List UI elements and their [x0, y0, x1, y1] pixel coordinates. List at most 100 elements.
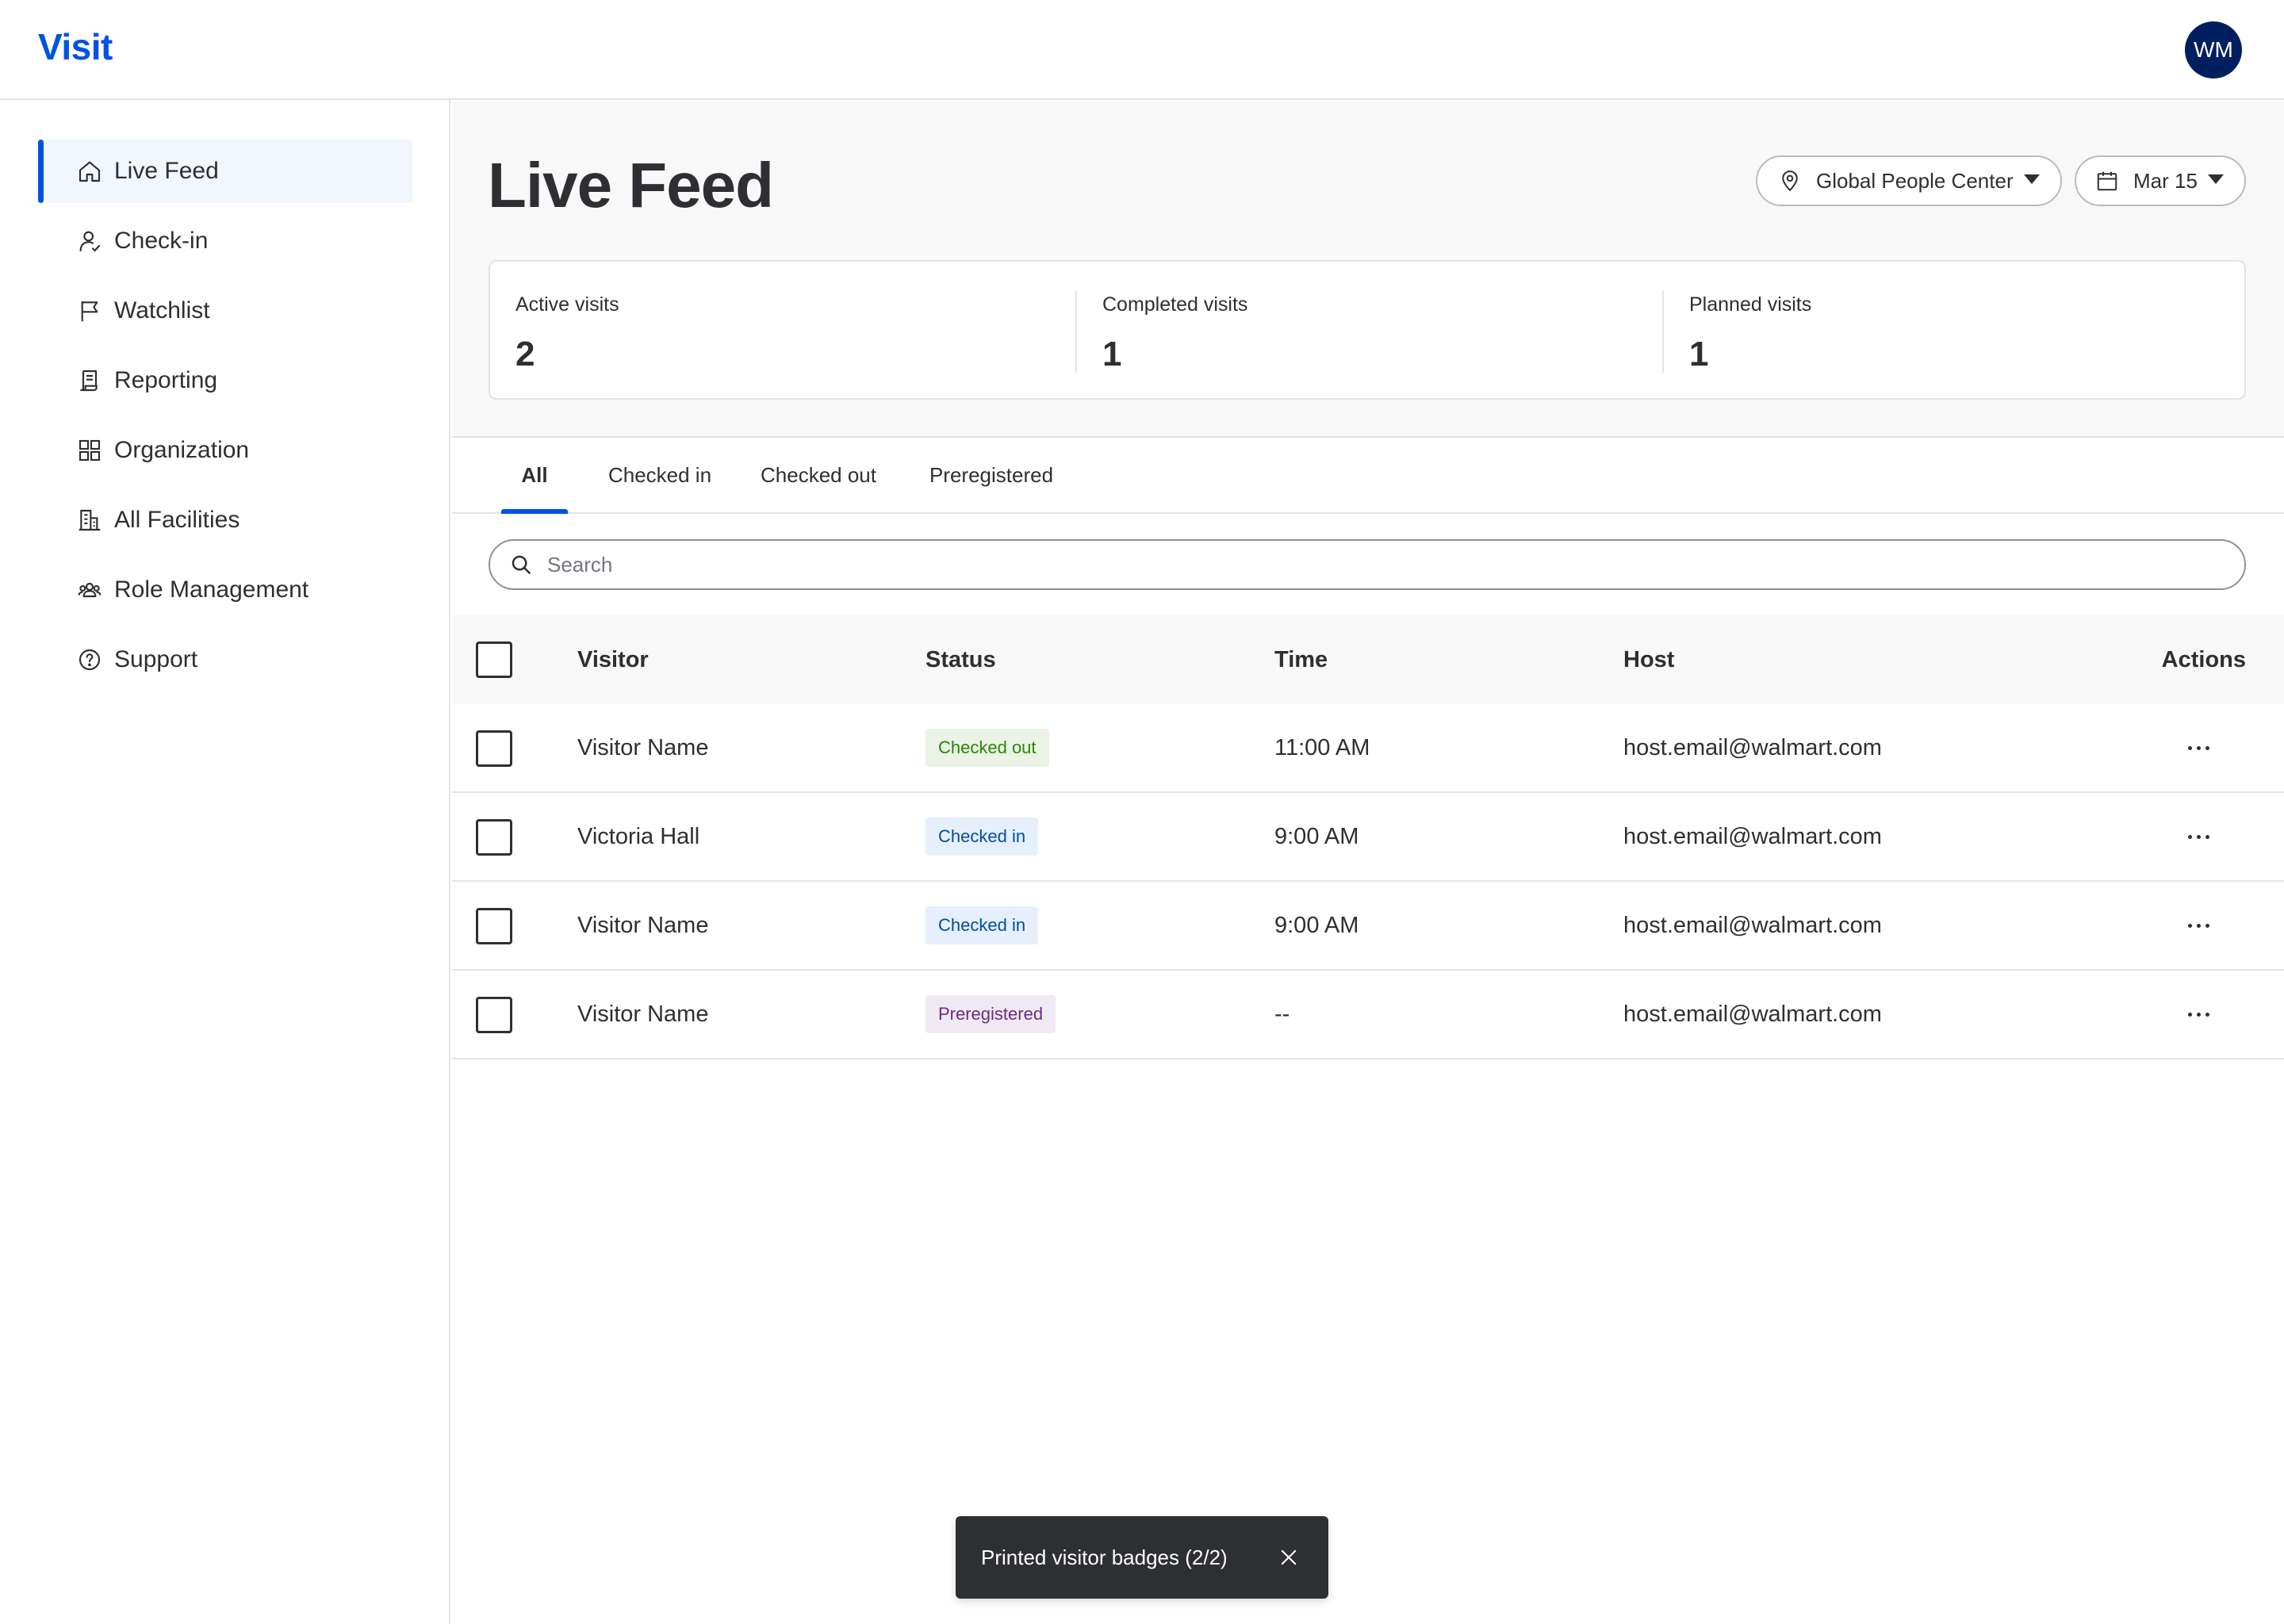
toast-message: Printed visitor badges (2/2) — [981, 1545, 1228, 1569]
column-header-host[interactable]: Host — [1623, 646, 1675, 672]
status-badge: Preregistered — [925, 995, 1056, 1033]
sidebar-item-role-management[interactable]: Role Management — [38, 558, 412, 622]
visitor-name: Visitor Name — [577, 1001, 709, 1027]
visitor-name: Victoria Hall — [577, 823, 700, 849]
more-actions-button[interactable] — [2175, 793, 2222, 880]
location-filter-dropdown[interactable]: Global People Center — [1756, 155, 2062, 206]
table-header: Visitor Status Time Host Actions — [452, 615, 2284, 704]
sidebar-item-label: Support — [114, 646, 198, 672]
row-checkbox[interactable] — [476, 997, 512, 1033]
stat-completed-visits: Completed visits 1 — [1077, 262, 1662, 398]
visits-table: Visitor Status Time Host Actions Visitor… — [452, 615, 2284, 1059]
person-check-icon — [76, 228, 103, 255]
stat-planned-visits: Planned visits 1 — [1664, 262, 2243, 398]
table-row[interactable]: Visitor Name Checked in 9:00 AM host.ema… — [452, 882, 2284, 971]
more-actions-button[interactable] — [2175, 882, 2222, 969]
search-input[interactable] — [546, 551, 2214, 578]
people-group-icon — [76, 576, 103, 603]
stat-value: 1 — [1689, 335, 1709, 373]
tab-preregistered[interactable]: Preregistered — [929, 462, 1054, 487]
calendar-icon — [2095, 169, 2119, 193]
grid-icon — [76, 437, 103, 464]
stat-value: 1 — [1102, 335, 1122, 373]
visitor-name: Visitor Name — [577, 912, 709, 938]
sidebar: Live Feed Check-in Watchlist Reporting O… — [0, 100, 450, 1624]
more-horizontal-icon — [2187, 745, 2209, 750]
sidebar-item-live-feed[interactable]: Live Feed — [38, 140, 412, 203]
column-header-visitor[interactable]: Visitor — [577, 646, 649, 672]
host-email: host.email@walmart.com — [1623, 1001, 1882, 1027]
sidebar-item-label: Check-in — [114, 228, 209, 254]
visit-time: 9:00 AM — [1274, 912, 1359, 938]
sidebar-item-watchlist[interactable]: Watchlist — [38, 279, 412, 343]
select-all-checkbox[interactable] — [476, 642, 512, 678]
search-bar — [489, 539, 2246, 590]
status-cell: Preregistered — [925, 971, 1056, 1058]
sidebar-item-organization[interactable]: Organization — [38, 419, 412, 482]
help-circle-icon — [76, 646, 103, 673]
more-horizontal-icon — [2187, 834, 2209, 839]
user-avatar[interactable]: WM — [2185, 21, 2242, 79]
row-checkbox[interactable] — [476, 819, 512, 856]
table-row[interactable]: Visitor Name Checked out 11:00 AM host.e… — [452, 704, 2284, 793]
sidebar-item-label: Reporting — [114, 367, 218, 393]
more-actions-button[interactable] — [2175, 704, 2222, 791]
column-header-time[interactable]: Time — [1274, 646, 1328, 672]
date-filter-label: Mar 15 — [2133, 168, 2198, 193]
table-row[interactable]: Victoria Hall Checked in 9:00 AM host.em… — [452, 793, 2284, 882]
sidebar-item-label: All Facilities — [114, 507, 240, 533]
tab-checked-out[interactable]: Checked out — [761, 462, 876, 487]
visitor-name: Visitor Name — [577, 734, 709, 760]
more-horizontal-icon — [2187, 923, 2209, 928]
visit-time: 11:00 AM — [1274, 734, 1370, 760]
top-bar: Visit WM — [0, 0, 2284, 100]
visit-stats-card: Active visits 2 Completed visits 1 Plann… — [489, 260, 2246, 400]
flag-icon — [76, 297, 103, 324]
app-logo[interactable]: Visit — [38, 26, 113, 67]
sidebar-item-label: Live Feed — [114, 158, 219, 184]
more-horizontal-icon — [2187, 1012, 2209, 1017]
stat-label: Planned visits — [1689, 293, 1812, 316]
row-checkbox[interactable] — [476, 730, 512, 767]
caret-down-icon — [2024, 174, 2040, 184]
host-email: host.email@walmart.com — [1623, 734, 1882, 760]
tab-all[interactable]: All — [501, 438, 568, 514]
status-badge: Checked in — [925, 818, 1039, 856]
close-icon[interactable] — [1278, 1546, 1300, 1568]
visit-time: -- — [1274, 1001, 1290, 1027]
visit-filter-tabs: All Checked in Checked out Preregistered — [452, 438, 2284, 514]
stat-value: 2 — [515, 335, 535, 373]
stat-active-visits: Active visits 2 — [490, 262, 1075, 398]
sidebar-item-label: Role Management — [114, 576, 309, 603]
building-icon — [76, 507, 103, 534]
sidebar-item-reporting[interactable]: Reporting — [38, 349, 412, 412]
table-row[interactable]: Visitor Name Preregistered -- host.email… — [452, 971, 2284, 1059]
column-header-status[interactable]: Status — [925, 646, 996, 672]
more-actions-button[interactable] — [2175, 971, 2222, 1058]
location-filter-label: Global People Center — [1816, 168, 2014, 193]
host-email: host.email@walmart.com — [1623, 823, 1882, 849]
status-cell: Checked in — [925, 882, 1039, 969]
tab-checked-in[interactable]: Checked in — [607, 462, 712, 487]
sidebar-item-label: Organization — [114, 437, 250, 463]
date-filter-dropdown[interactable]: Mar 15 — [2075, 155, 2246, 206]
search-icon — [509, 553, 533, 576]
caret-down-icon — [2208, 174, 2224, 184]
location-pin-icon — [1778, 169, 1802, 193]
status-cell: Checked in — [925, 793, 1039, 880]
stat-label: Completed visits — [1102, 293, 1248, 316]
page-title: Live Feed — [488, 150, 774, 220]
report-icon — [76, 367, 103, 394]
visit-time: 9:00 AM — [1274, 823, 1359, 849]
toast-notification: Printed visitor badges (2/2) — [956, 1516, 1328, 1599]
home-icon — [76, 158, 103, 185]
sidebar-item-all-facilities[interactable]: All Facilities — [38, 488, 412, 552]
host-email: host.email@walmart.com — [1623, 912, 1882, 938]
stat-label: Active visits — [515, 293, 619, 316]
column-header-actions: Actions — [2161, 646, 2246, 672]
stat-divider — [1075, 290, 1077, 373]
stat-divider — [1662, 290, 1664, 373]
sidebar-item-support[interactable]: Support — [38, 628, 412, 691]
sidebar-item-check-in[interactable]: Check-in — [38, 209, 412, 273]
row-checkbox[interactable] — [476, 908, 512, 944]
